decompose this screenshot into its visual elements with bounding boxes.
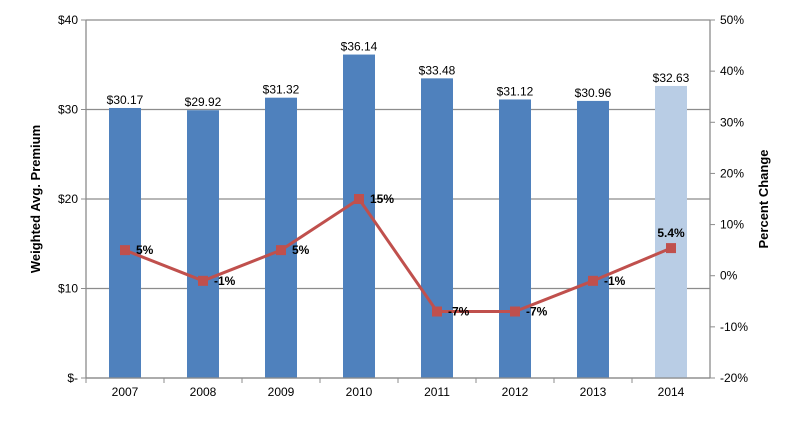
line-marker [120,245,130,256]
x-tick-label: 2013 [580,385,607,399]
line-series [124,196,672,314]
line-label: 5.4% [657,226,685,240]
bar [265,97,297,378]
y2-tick-label: -20% [720,371,748,385]
bar [187,110,219,378]
line-marker [432,306,442,317]
x-tick-label: 2010 [346,385,373,399]
line-label: -1% [604,274,626,288]
line-marker [198,275,208,286]
bar [655,85,687,379]
line-label: -7% [526,305,548,319]
y-axis-title: Weighted Avg. Premium [28,125,43,273]
bar [421,78,453,378]
y-tick-label: $20 [58,192,78,206]
bar [109,107,141,378]
bar-label: $31.32 [263,83,300,97]
bar-label: $33.48 [419,63,456,77]
y2-axis-title: Percent Change [756,150,771,249]
y2-tick-label: -10% [720,320,748,334]
bar-label: $30.96 [575,86,612,100]
x-tick-label: 2007 [112,385,139,399]
line-label: 5% [292,243,310,257]
bar-label: $36.14 [341,40,378,54]
x-tick-label: 2008 [190,385,217,399]
y2-tick-label: 0% [720,269,738,283]
y-tick-label: $10 [58,282,78,296]
y2-tick-label: 10% [720,218,744,232]
x-tick-label: 2012 [502,385,529,399]
bar-label: $30.17 [107,93,144,107]
line-marker [510,306,520,317]
bar-label: $29.92 [185,95,222,109]
y2-tick-label: 30% [720,115,744,129]
y2-tick-label: 20% [720,166,744,180]
line-marker [588,275,598,286]
y2-tick-label: 50% [720,13,744,27]
y-tick-label: $40 [58,13,78,27]
line-label: 5% [136,243,154,257]
bar [577,100,609,379]
line-marker [354,194,364,204]
line-label: -7% [448,305,470,319]
x-tick-label: 2009 [268,385,295,399]
x-tick-label: 2011 [424,385,450,399]
line-marker [666,243,676,254]
x-tick-label: 2014 [658,385,685,399]
y2-tick-label: 40% [720,64,744,78]
y-tick-label: $30 [58,103,78,117]
bar [499,99,531,378]
line-label: 15% [370,192,394,206]
y-tick-label: $- [67,371,78,385]
bar-label: $32.63 [653,71,690,85]
bar-label: $31.12 [497,84,534,98]
line-marker [276,245,286,256]
line-label: -1% [214,274,236,288]
